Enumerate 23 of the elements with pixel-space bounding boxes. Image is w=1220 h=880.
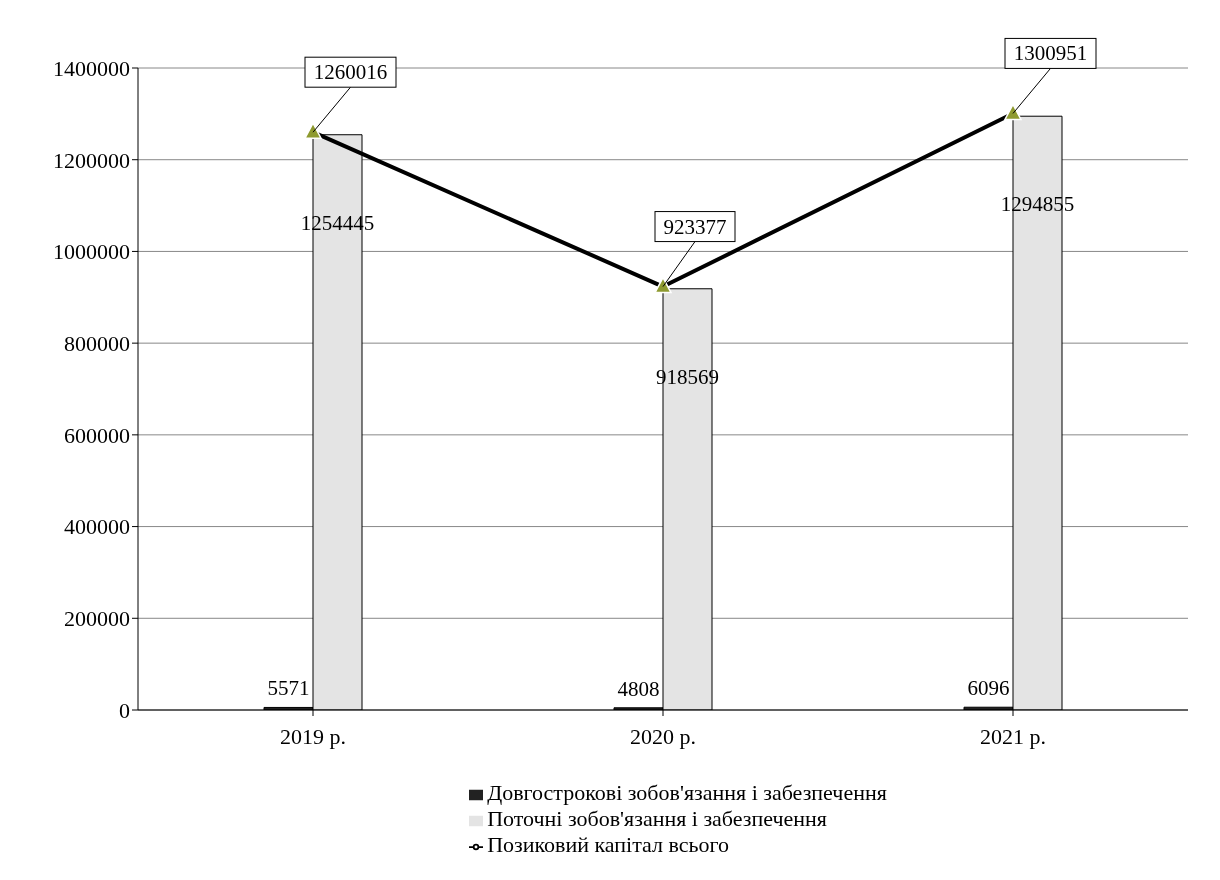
legend-label: Поточні зобов'язання і забезпечення [487,806,827,831]
y-tick-label: 600000 [64,422,130,448]
y-tick-label: 200000 [64,606,130,632]
legend-label: Позиковий капітал всього [487,832,730,857]
y-tick-label: 1400000 [53,55,130,81]
y-tick-label: 400000 [64,514,130,540]
data-label: 1254445 [300,210,375,235]
data-label: 4808 [617,676,660,701]
data-label: 918569 [656,364,719,389]
y-tick-label: 800000 [64,330,130,356]
data-label: 1300951 [1013,41,1088,66]
y-tick-label: 0 [119,697,130,723]
data-label: 1260016 [313,60,388,85]
legend-label: Довгострокові зобов'язання і забезпечення [487,780,887,805]
x-tick-label: 2020 р. [630,723,696,749]
data-label: 5571 [267,676,310,701]
y-tick-label: 1200000 [53,147,130,173]
y-tick-label: 1000000 [53,239,130,265]
x-tick-label: 2019 р. [280,723,346,749]
x-tick-label: 2021 р. [980,723,1046,749]
data-label: 6096 [967,676,1010,701]
data-label: 1294855 [1000,192,1075,217]
data-label: 923377 [663,214,727,239]
